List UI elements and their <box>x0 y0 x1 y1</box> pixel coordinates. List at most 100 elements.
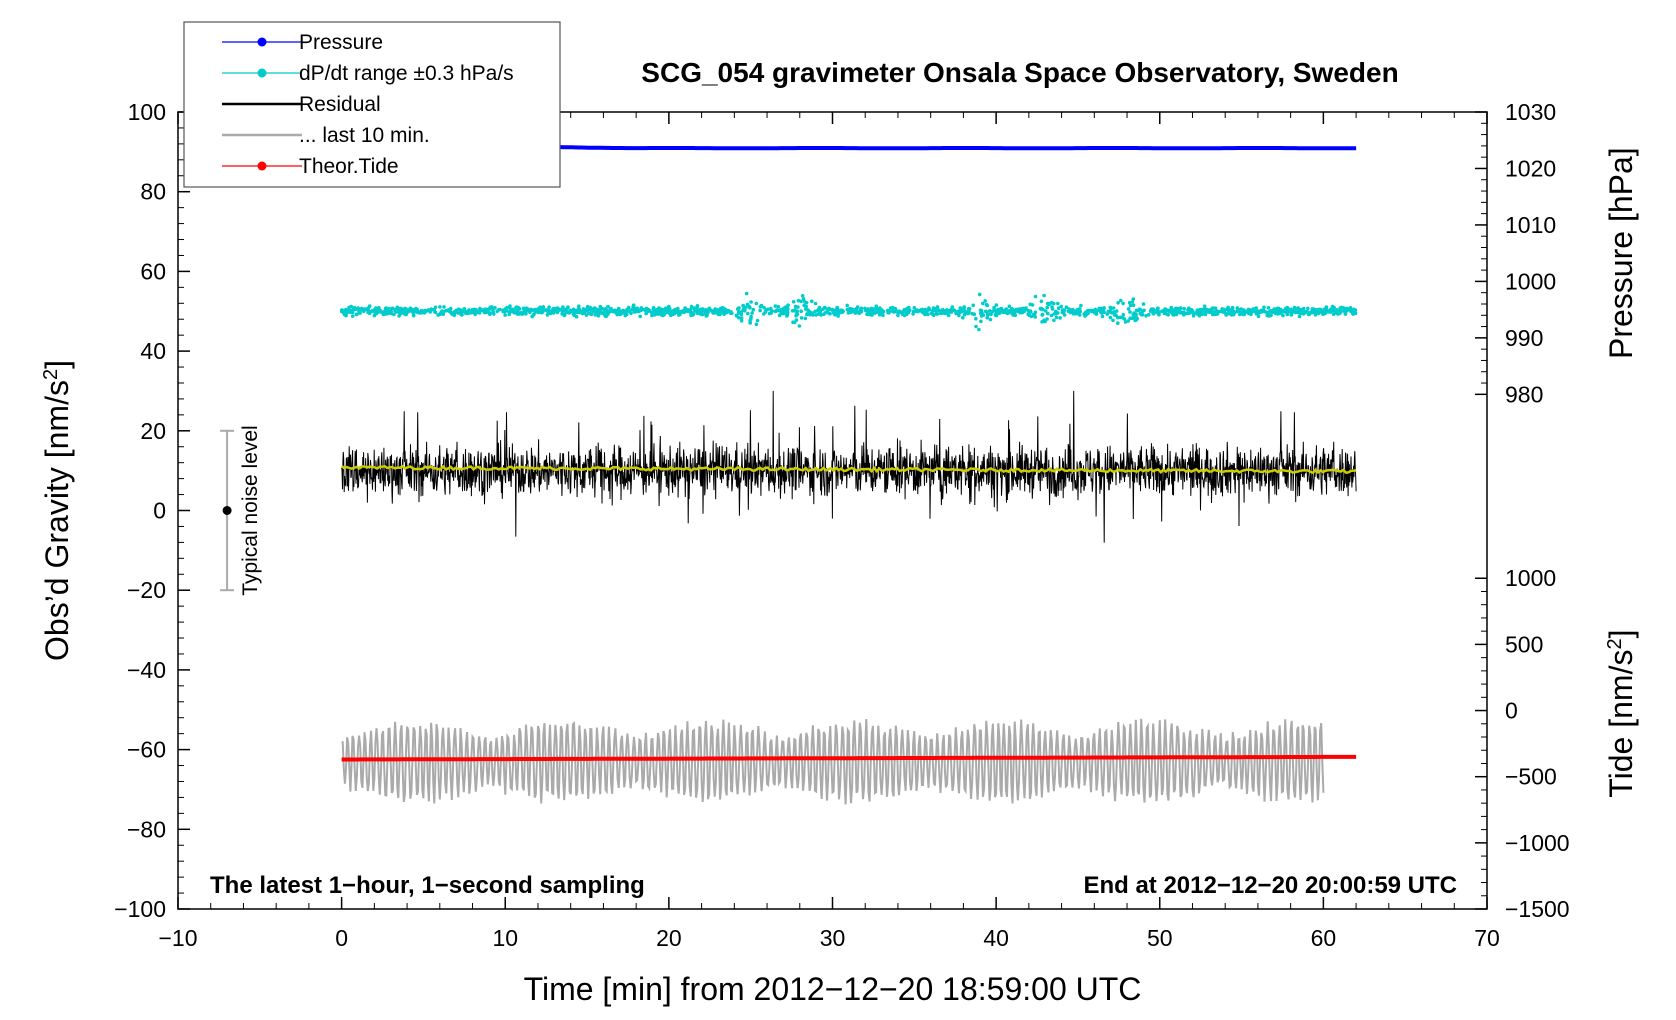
dpdt-point <box>1082 312 1086 316</box>
x-tick-label: 10 <box>492 925 518 951</box>
dpdt-point <box>617 309 622 313</box>
dpdt-point <box>556 308 561 313</box>
dpdt-point <box>735 307 740 311</box>
dpdt-point <box>394 310 399 314</box>
dpdt-point <box>582 311 586 315</box>
dpdt-point <box>349 304 354 309</box>
dpdt-point <box>754 301 759 306</box>
dpdt-point <box>804 307 808 311</box>
dpdt-point <box>754 322 759 327</box>
legend-item: Residual <box>222 93 381 116</box>
dpdt-point <box>1121 301 1125 306</box>
dpdt-point <box>904 309 909 313</box>
dpdt-point <box>1093 307 1098 312</box>
dpdt-point <box>438 305 442 309</box>
dpdt-point <box>962 308 966 313</box>
dpdt-point <box>408 308 413 312</box>
dpdt-point <box>374 307 379 312</box>
dpdt-point <box>1017 307 1021 311</box>
dpdt-point <box>1237 308 1241 312</box>
dpdt-point <box>892 310 896 314</box>
dpdt-point <box>1141 302 1146 306</box>
dpdt-point <box>1169 308 1173 312</box>
dpdt-point <box>796 305 800 309</box>
y-axis-gravity-title-text: Obs’d Gravity [nm/s <box>39 380 75 661</box>
y-axis-gravity-title-sup: 2 <box>40 369 62 380</box>
dpdt-point <box>1105 312 1110 316</box>
dpdt-point <box>762 305 766 310</box>
dpdt-point <box>472 307 476 312</box>
dpdt-point <box>1297 307 1301 312</box>
dpdt-point <box>1004 307 1008 312</box>
dpdt-point <box>1147 312 1151 317</box>
dpdt-point <box>1033 310 1038 315</box>
dpdt-point <box>616 311 620 316</box>
dpdt-point <box>953 309 958 314</box>
dpdt-point <box>1049 300 1054 305</box>
dpdt-point <box>711 311 716 315</box>
dpdt-point <box>986 313 990 317</box>
dpdt-point <box>1108 305 1113 310</box>
dpdt-point <box>747 304 752 309</box>
dpdt-point <box>629 311 633 316</box>
dpdt-point <box>1265 313 1269 318</box>
dpdt-point <box>1029 314 1034 319</box>
dpdt-point <box>855 305 860 309</box>
dpdt-point <box>343 311 348 316</box>
y-tick-label: −100 <box>114 896 166 922</box>
pressure-tick-label: 1000 <box>1505 268 1556 294</box>
dpdt-point <box>1033 294 1038 299</box>
dpdt-point <box>1020 310 1024 315</box>
dpdt-point <box>682 310 686 315</box>
tide-tick-label: 500 <box>1505 631 1543 657</box>
dpdt-point <box>777 308 782 313</box>
x-tick-label: 40 <box>983 925 1009 951</box>
residual-series-line <box>341 390 1357 543</box>
legend-item: dP/dt range ±0.3 hPa/s <box>222 62 514 85</box>
legend-marker <box>257 161 267 171</box>
legend-label: Theor.Tide <box>299 155 399 178</box>
y-axis-pressure-title: Pressure [hPa] <box>1603 147 1639 359</box>
dpdt-point <box>990 309 995 314</box>
dpdt-point <box>1311 308 1315 312</box>
dpdt-point <box>859 310 864 314</box>
dpdt-point <box>1250 308 1255 312</box>
dpdt-point <box>876 307 880 312</box>
dpdt-point <box>795 312 800 317</box>
dpdt-point <box>1041 307 1045 312</box>
dpdt-point <box>1191 309 1195 314</box>
dpdt-point <box>1332 305 1336 310</box>
dpdt-point <box>412 310 417 314</box>
dpdt-point <box>791 320 795 325</box>
dpdt-point <box>433 305 438 310</box>
dpdt-point <box>907 308 912 313</box>
dpdt-point <box>1071 311 1076 316</box>
dpdt-point <box>1111 318 1115 323</box>
dpdt-point <box>748 318 752 323</box>
dpdt-point <box>1011 309 1016 314</box>
dpdt-point <box>742 309 747 313</box>
dpdt-point <box>390 306 395 311</box>
dpdt-point <box>896 313 900 318</box>
dpdt-point <box>1316 311 1321 316</box>
dpdt-point <box>357 309 362 314</box>
dpdt-point <box>1274 310 1278 314</box>
tide-tick-label: −500 <box>1505 764 1557 790</box>
dpdt-point <box>350 314 355 318</box>
dpdt-point <box>1079 303 1083 308</box>
dpdt-point <box>956 309 961 314</box>
dpdt-point <box>739 319 744 323</box>
dpdt-point <box>488 305 493 310</box>
dpdt-point <box>751 307 756 312</box>
dpdt-point <box>349 309 354 313</box>
dpdt-point <box>414 306 418 311</box>
dpdt-point <box>1094 312 1099 316</box>
legend-marker <box>257 37 267 47</box>
dpdt-point <box>1134 318 1139 322</box>
dpdt-point <box>776 305 781 309</box>
dpdt-point <box>981 301 985 306</box>
dpdt-point <box>734 314 739 318</box>
y-axis-pressure: 980 990 1000 1010 1020 1030 <box>1475 99 1556 407</box>
dpdt-point <box>1131 303 1136 308</box>
dpdt-point <box>1285 312 1290 316</box>
